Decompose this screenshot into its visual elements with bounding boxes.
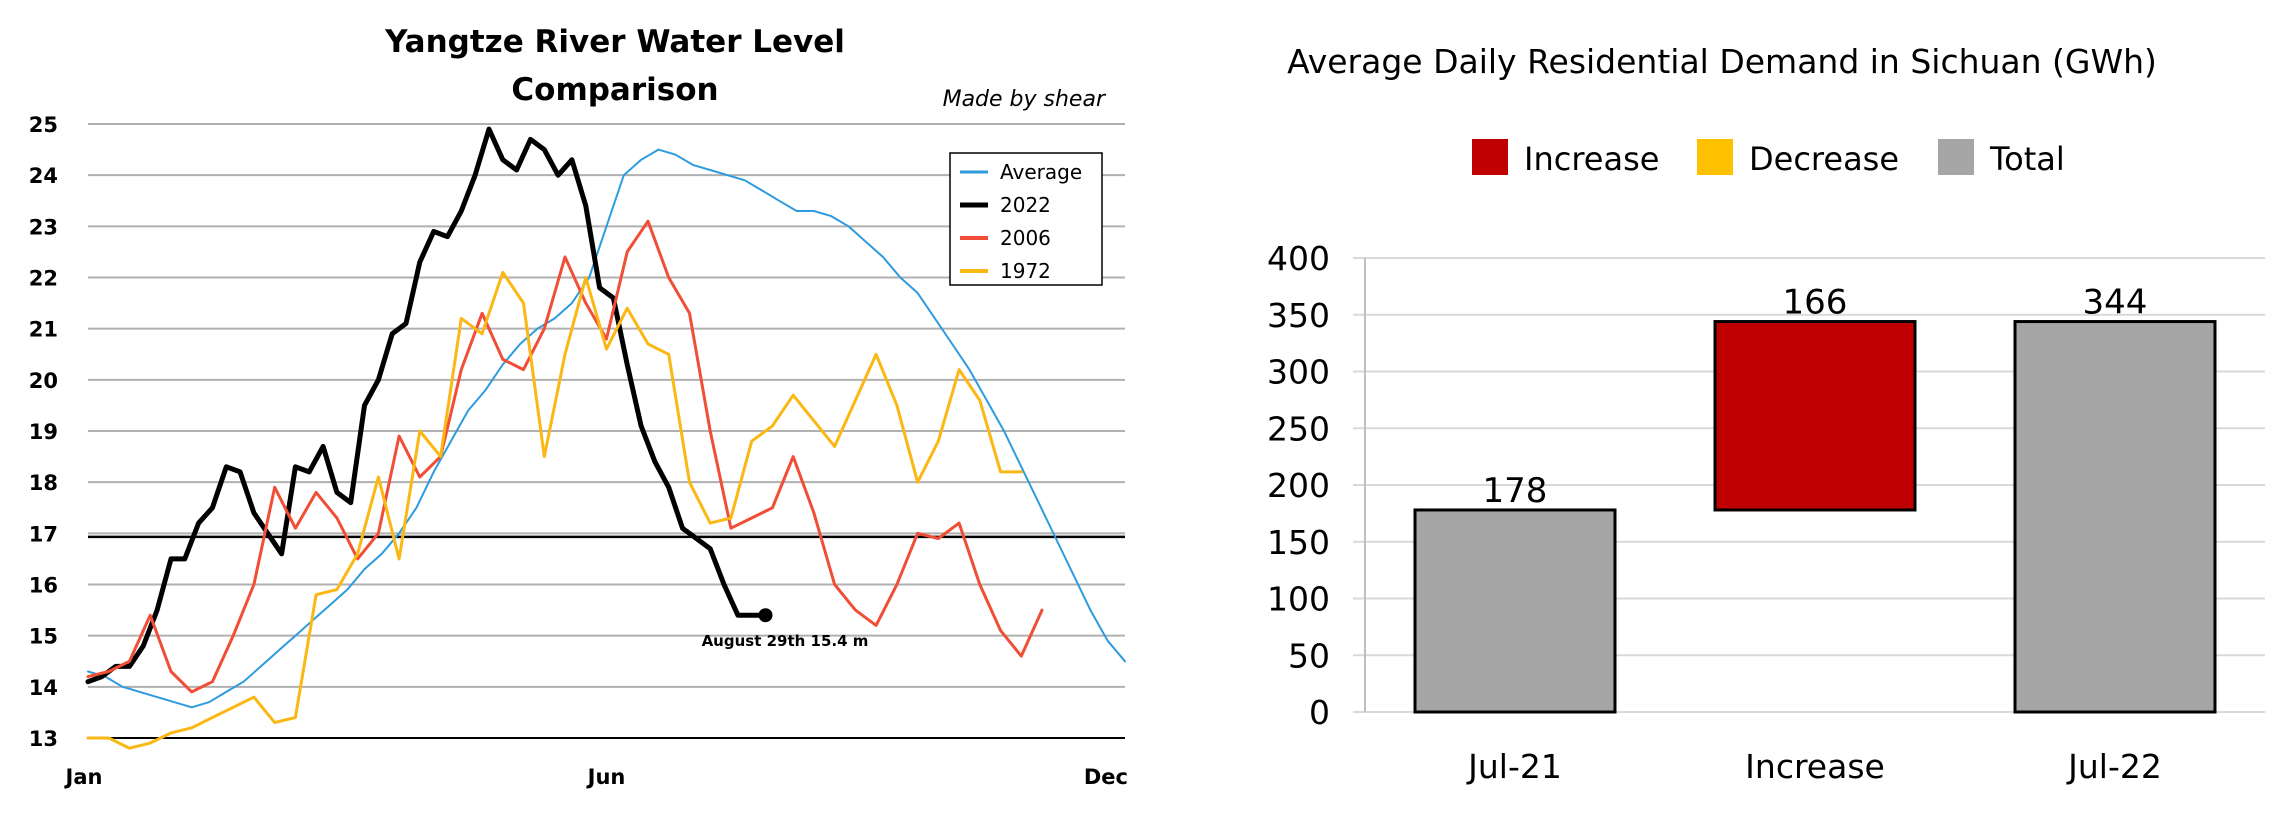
chart-title-line: Yangtze River Water Level [384,24,845,60]
y-tick-label: 16 [29,574,58,598]
y-tick-label: 50 [1288,636,1330,675]
legend-label: 1972 [1000,259,1051,283]
y-tick-label: 17 [29,522,58,546]
legend-label: Increase [1524,140,1659,178]
legend-swatch-increase [1472,139,1508,175]
credit-text: Made by shear [943,87,1107,112]
bar-jul-21 [1413,508,1617,714]
series-line-Average [87,148,1126,709]
series-line-1972 [86,270,1023,750]
bar-increase [1713,320,1917,512]
series-line-2022 [85,126,768,685]
legend-swatch-total [1938,139,1974,175]
y-tick-label: 20 [29,369,58,393]
y-tick-label: 18 [29,471,58,495]
y-tick-label: 13 [29,727,58,751]
legend-box [949,152,1103,286]
x-tick-label: Jan [64,765,103,789]
y-tick-label: 400 [1267,239,1330,278]
y-tick-label: 23 [29,215,58,239]
y-tick-label: 22 [29,267,58,291]
demand-waterfall-chart: Average Daily Residential Demand in Sich… [1267,42,2265,786]
demand-chart-panel: Average Daily Residential Demand in Sich… [1150,0,2282,820]
chart-title: Average Daily Residential Demand in Sich… [1287,42,2157,81]
x-tick-label: Increase [1745,747,1885,786]
y-tick-label: 0 [1309,693,1330,732]
end-annotation-text: August 29th 15.4 m [702,632,869,650]
water-level-chart: Yangtze River Water Level Comparison Made … [29,24,1237,789]
y-tick-label: 24 [29,164,58,188]
y-tick-label: 15 [29,625,58,649]
y-tick-label: 19 [29,420,58,444]
y-tick-label: 200 [1267,466,1330,505]
x-tick-label: Jul-22 [2066,747,2162,786]
y-tick-label: 250 [1267,409,1330,448]
data-label: 344 [2083,283,2148,323]
x-tick-label: Jul-21 [1466,747,1562,786]
y-tick-label: 21 [29,318,58,342]
y-tick-label: 300 [1267,353,1330,392]
water-level-chart-panel: Yangtze River Water Level Comparison Made … [0,0,1237,820]
y-tick-label: 14 [29,676,58,700]
legend-label: Average [1000,160,1082,184]
legend-label: 2006 [1000,226,1051,250]
data-label: 178 [1483,471,1548,511]
y-tick-label: 25 [29,113,58,137]
y-tick-label: 150 [1267,523,1330,562]
y-tick-label: 350 [1267,296,1330,335]
series-line-2006 [86,219,1044,694]
y-tick-label: 100 [1267,580,1330,619]
chart-title-line: Comparison [511,72,718,108]
series-end-marker [758,608,773,623]
data-label: 166 [1783,283,1848,323]
x-tick-label: Jun [586,765,626,789]
x-tick-label: Dec [1084,765,1128,789]
legend-swatch-decrease [1697,139,1733,175]
bar-jul-22 [2013,320,2217,714]
legend-label: Total [1989,140,2065,178]
legend-label: Decrease [1749,140,1899,178]
legend-label: 2022 [1000,193,1051,217]
